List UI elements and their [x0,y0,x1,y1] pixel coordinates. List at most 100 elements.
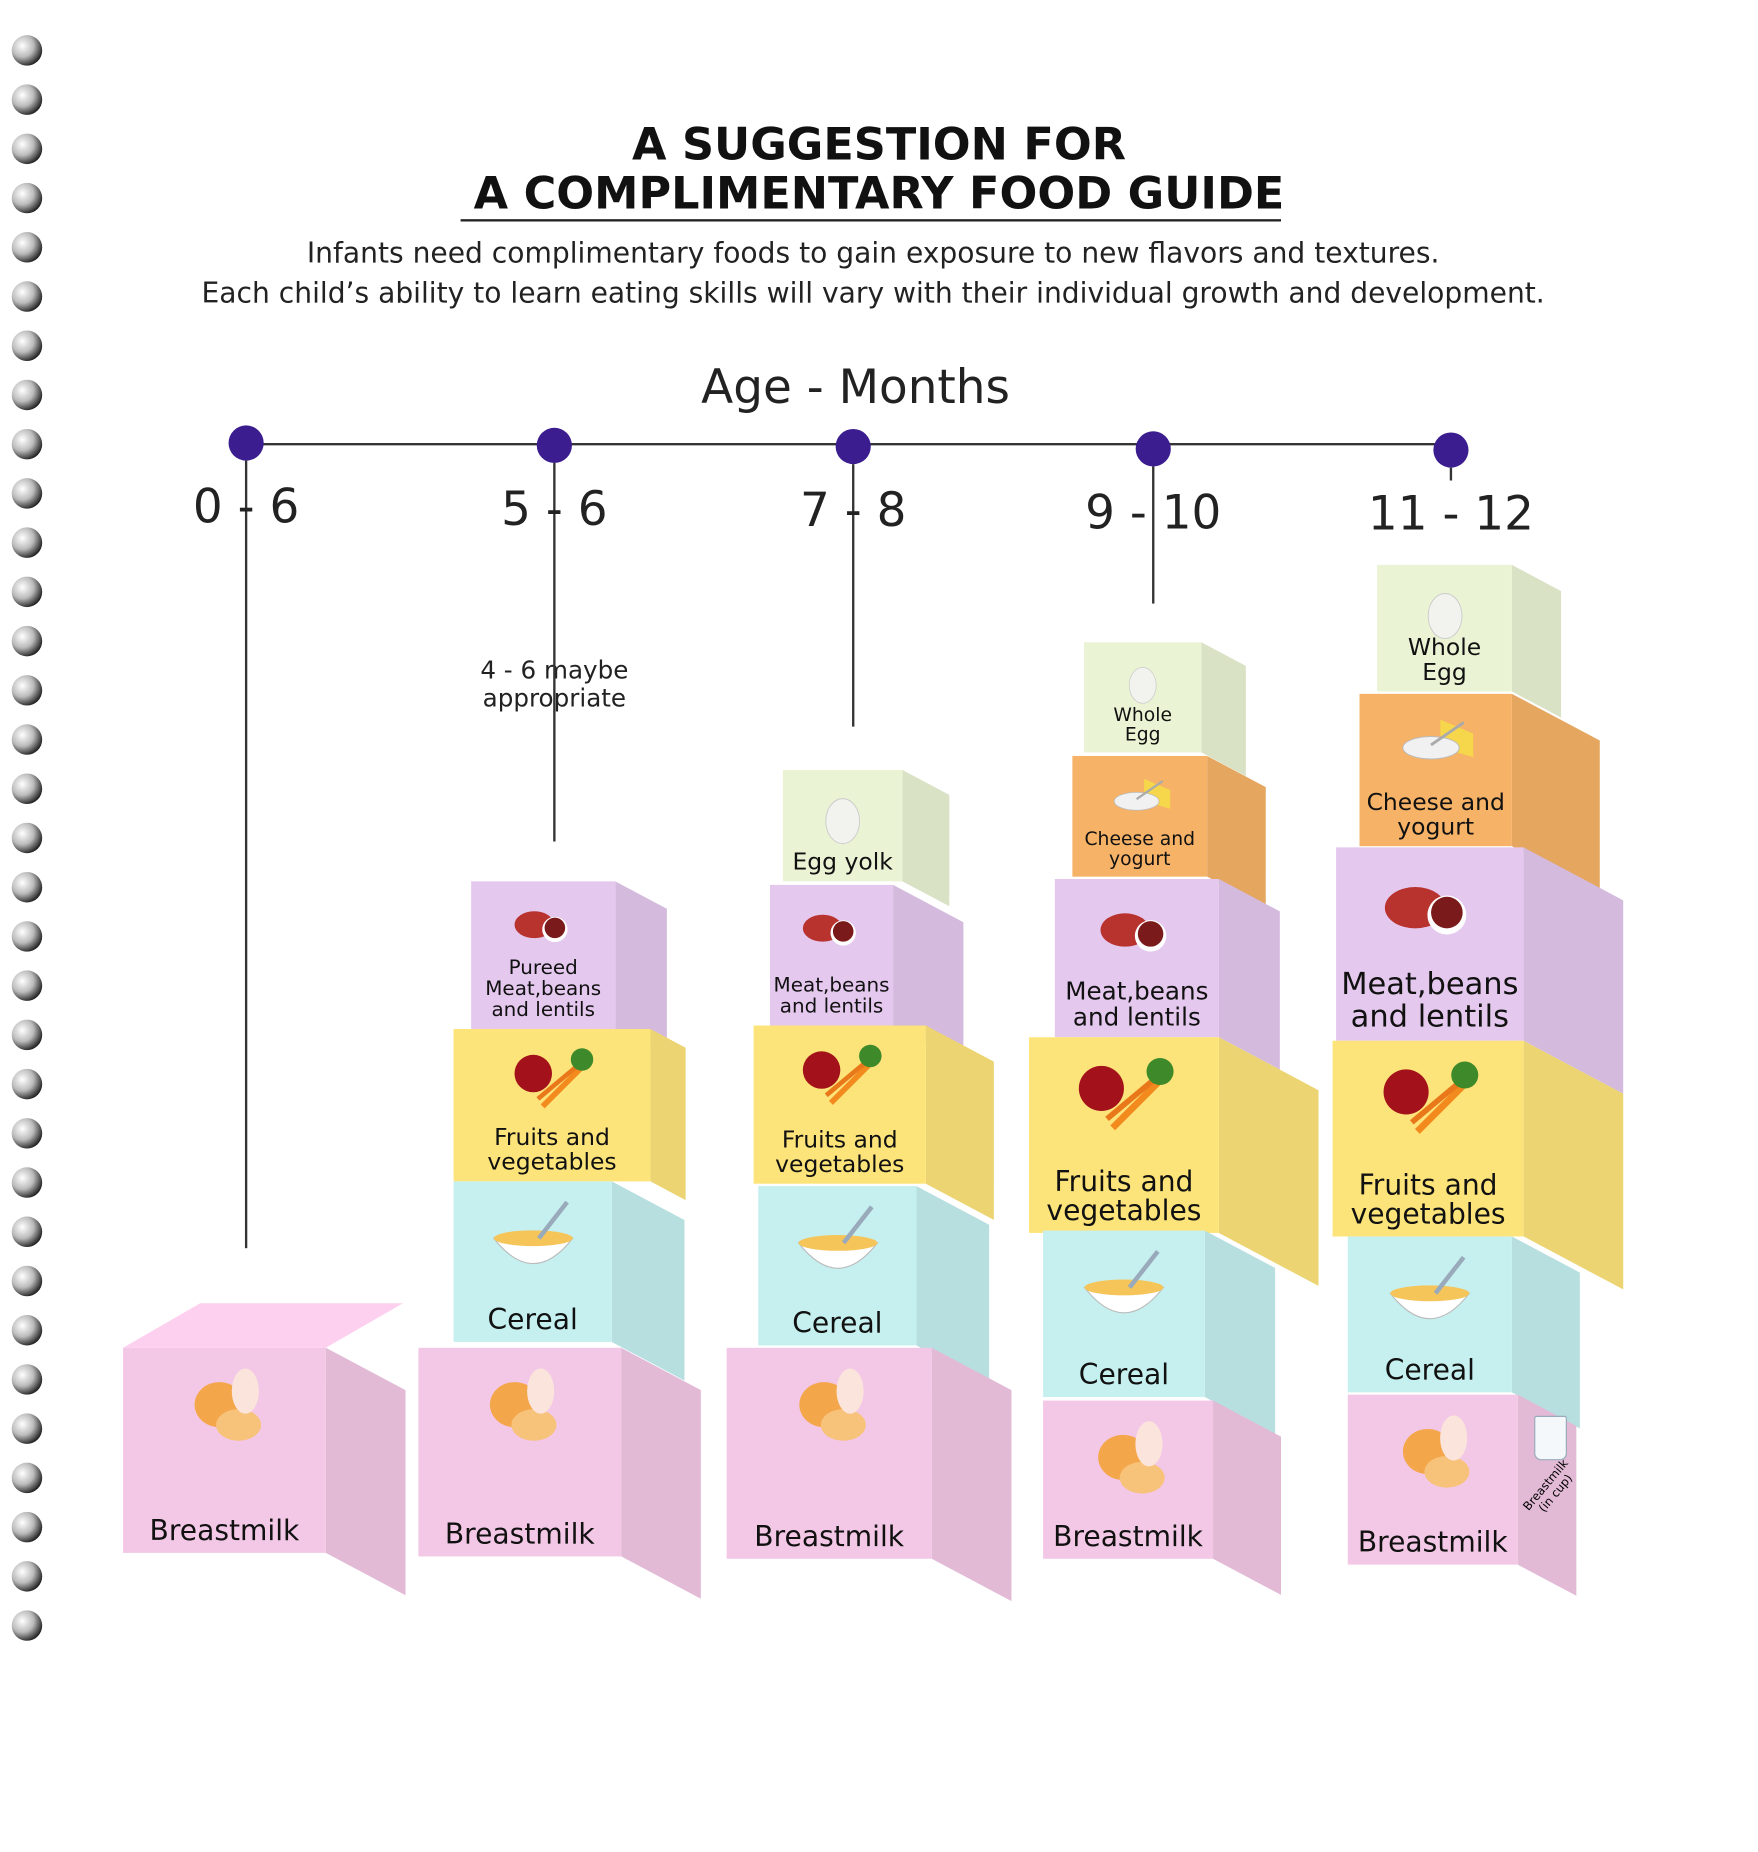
apple-carrot-icon [791,1037,889,1117]
cereal-block: Cereal [1347,1236,1580,1429]
block-label: Pureed Meat,beans and lentils [485,956,602,1023]
binding-ring [11,527,43,558]
timeline-dot [835,428,871,465]
binding-ring [11,1118,43,1149]
title-underline [460,219,1281,222]
subtitle-line-2: Each child’s ability to learn eating ski… [201,276,1545,310]
axis-title: Age - Months [701,360,1010,415]
binding-ring [11,232,43,263]
block-front: Breastmilk [123,1347,326,1553]
block-label: Breastmilk [1357,1525,1508,1559]
binding-ring [11,1068,43,1100]
whole-egg-icon [1395,577,1493,657]
title-line-2: A COMPLIMENTARY FOOD GUIDE [473,167,1285,220]
block-front: Cheese and yogurt [1359,693,1512,847]
block-label: Cereal [487,1303,578,1336]
block-label: Breastmilk [754,1519,905,1553]
breastfeeding-baby-icon [461,1360,579,1455]
egg-block: Whole Egg [1377,564,1562,718]
cereal-bowl-icon [1371,1248,1489,1343]
binding-ring [11,921,43,952]
binding-ring [11,970,43,1001]
block-label: Cereal [792,1306,883,1340]
age-label: 0 - 6 [192,480,300,535]
block-label: Breastmilk [444,1517,595,1551]
apple-carrot-icon [1369,1052,1487,1147]
title-line-1: A SUGGESTION FOR [632,118,1126,170]
block-label: Meat,beans and lentils [1341,967,1519,1035]
timeline-dot [1433,432,1469,468]
timeline-dot [228,425,264,461]
breastmilk-block: Breastmilk [418,1347,701,1599]
apple-carrot-icon [503,1041,601,1121]
block-front: Fruits and vegetables [1332,1040,1524,1237]
meat-beans-icon [1085,891,1188,974]
timeline-connector [1152,465,1155,604]
meat-block: Meat,beans and lentils [770,884,964,1063]
block-front: Breastmilk [1043,1400,1214,1559]
egg-block: Whole Egg [1084,642,1246,777]
binding-ring [11,133,43,165]
block-label: Cereal [1384,1353,1475,1387]
block-label: Fruits and vegetables [487,1122,617,1176]
block-front: Whole Egg [1377,564,1512,692]
block-label: Meat,beans and lentils [1065,977,1209,1032]
block-front: Breastmilk [1347,1394,1518,1565]
breastfeeding-baby-icon [770,1360,888,1455]
block-front: Meat,beans and lentils [1336,847,1524,1041]
meat-block: Pureed Meat,beans and lentils [471,881,667,1057]
cheese-block: Cheese and yogurt [1072,755,1266,908]
binding-ring [11,1511,43,1543]
binding-ring [11,724,43,755]
meat-block: Meat,beans and lentils [1336,847,1624,1094]
block-label: Whole Egg [1113,703,1173,746]
block-label: Cheese and yogurt [1366,787,1505,841]
block-label: Breastmilk [149,1514,300,1547]
block-label: Breastmilk [1053,1519,1203,1553]
fruits-block: Fruits and vegetables [1029,1037,1319,1286]
binding-ring [11,822,43,854]
age-label: 9 - 10 [1085,485,1222,540]
block-label: Cheese and yogurt [1084,827,1196,870]
meat-beans-icon [502,893,585,961]
timeline-connector [1449,467,1453,481]
cheese-block: Cheese and yogurt [1359,693,1600,893]
block-front: Cereal [1347,1236,1512,1393]
binding-ring [11,576,43,608]
cereal-bowl-icon [1065,1242,1183,1337]
block-front: Cereal [1043,1230,1205,1398]
binding-ring [11,379,43,411]
block-front: Cheese and yogurt [1072,755,1208,877]
binding-ring [11,84,43,115]
block-label: Egg yolk [792,847,893,876]
binding-ring [11,625,43,657]
binding-ring [11,428,43,460]
block-front: Pureed Meat,beans and lentils [471,881,616,1030]
timeline-connector [852,464,855,727]
cereal-bowl-icon [778,1198,896,1293]
block-front: Meat,beans and lentils [770,884,894,1026]
binding-ring [11,1413,43,1444]
cereal-block: Cereal [453,1181,685,1381]
block-front: Meat,beans and lentils [1054,879,1219,1038]
block-label: Fruits and vegetables [775,1125,905,1178]
age-label: 7 - 8 [800,484,907,538]
timeline-dot [1135,430,1171,466]
block-label: Fruits and vegetables [1046,1164,1202,1227]
block-side [1511,564,1562,718]
age-label: 11 - 12 [1367,487,1534,542]
block-front: Cereal [758,1186,917,1346]
binding-ring [11,675,43,706]
whole-egg-icon [1103,654,1182,718]
binding-ring [11,1561,43,1592]
block-front: Whole Egg [1084,642,1202,753]
binding-ring [11,1364,43,1395]
breastfeeding-baby-icon [1374,1406,1492,1501]
cereal-block: Cereal [1043,1230,1276,1435]
timeline-connector [553,462,556,842]
breastfeeding-baby-icon [1069,1412,1187,1507]
block-label: Cereal [1078,1358,1170,1391]
block-front: Cereal [453,1181,612,1342]
breastmilk-block: Breastmilk [123,1303,406,1596]
block-front: Fruits and vegetables [753,1025,926,1184]
